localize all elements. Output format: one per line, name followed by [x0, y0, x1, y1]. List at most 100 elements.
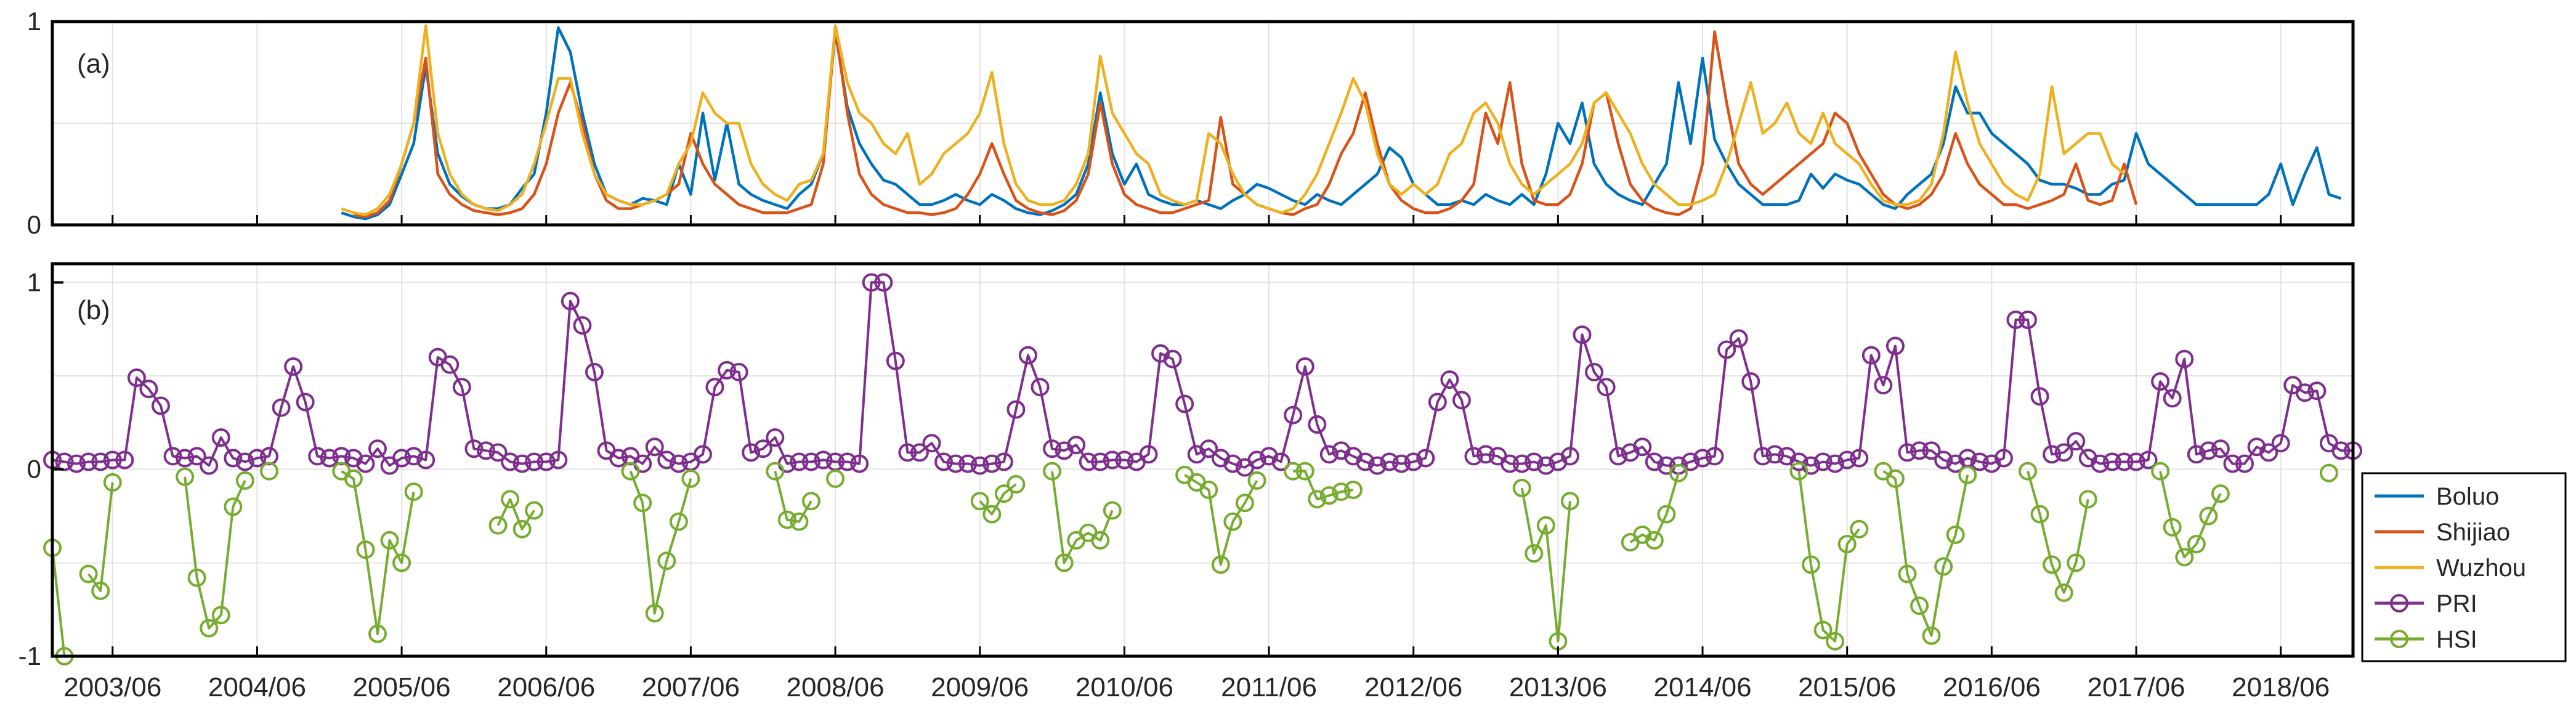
series-pri-point	[1356, 452, 1375, 471]
series-hsi-point	[1802, 555, 1821, 574]
series-pri-point	[488, 443, 508, 462]
series-hsi-point	[1055, 553, 1074, 572]
series-hsi-point	[2151, 462, 2170, 481]
series-hsi-point	[1669, 463, 1688, 482]
series-pri-point	[1464, 447, 1483, 466]
legend-swatch-marker	[2390, 630, 2408, 648]
panel-b-y-tick-label: -1	[18, 641, 41, 670]
series-pri-point	[970, 456, 989, 475]
series-hsi-line	[496, 498, 535, 531]
series-hsi-point	[344, 469, 363, 488]
series-pri-point	[1512, 454, 1531, 473]
series-pri-point	[1560, 447, 1579, 466]
series-pri-point	[1934, 450, 1953, 470]
series-hsi-point	[79, 564, 98, 584]
series-pri-point	[2223, 454, 2242, 473]
series-pri-point	[801, 452, 820, 471]
series-pri-point	[151, 396, 170, 415]
series-hsi-point	[1295, 462, 1314, 481]
series-hsi-point	[790, 512, 809, 531]
series-pri-point	[657, 450, 676, 470]
series-hsi-point	[777, 510, 796, 529]
series-pri-point	[1837, 450, 1857, 470]
series-hsi-point	[2043, 555, 2062, 574]
series-pri-point	[2139, 450, 2158, 470]
series-hsi-point	[103, 473, 122, 492]
series-pri-point	[549, 450, 568, 470]
series-pri-point	[1994, 449, 2013, 468]
series-hsi-point	[380, 531, 399, 550]
panel-b-series	[43, 273, 2362, 665]
series-pri-point	[1308, 415, 1327, 434]
series-pri-point	[2331, 441, 2351, 460]
series-hsi-point	[1946, 525, 1965, 544]
series-hsi-point	[2187, 535, 2206, 553]
series-hsi-point	[501, 490, 520, 509]
series-hsi-line	[774, 471, 812, 523]
series-pri-point	[2163, 389, 2182, 408]
series-hsi-point	[1657, 505, 1676, 524]
series-pri-point	[1789, 452, 1808, 471]
x-tick-label: 2013/06	[1509, 672, 1607, 702]
series-hsi-point	[669, 512, 688, 531]
series-hsi-point	[1091, 531, 1110, 550]
series-hsi-point	[211, 606, 230, 625]
series-hsi-point	[1813, 620, 1833, 640]
series-hsi-point	[2211, 484, 2230, 503]
series-hsi-point	[404, 482, 423, 502]
series-hsi-line	[1293, 470, 1354, 501]
series-pri-point	[1271, 452, 1290, 471]
series-hsi-point	[982, 505, 1002, 524]
series-hsi-line	[1520, 487, 1571, 643]
series-hsi-point	[1837, 535, 1857, 553]
series-pri-point	[1729, 329, 1748, 348]
series-hsi-point	[1789, 462, 1808, 481]
series-hsi-point	[1898, 564, 1917, 584]
series-hsi-point	[2199, 506, 2218, 526]
series-pri-point	[886, 351, 905, 370]
legend: Boluo Shijiao Wuzhou PRI HSI	[2361, 472, 2567, 662]
series-hsi-point	[368, 624, 387, 643]
series-pri-point	[729, 362, 748, 381]
series-hsi-point	[2319, 463, 2338, 482]
series-pri-point	[2030, 387, 2049, 406]
panel-b-y-ticks: -1 0 1	[18, 267, 2282, 670]
series-pri-point	[645, 437, 664, 457]
series-pri-point	[1199, 439, 1218, 458]
series-pri-point	[2102, 452, 2121, 471]
series-pri-point	[139, 380, 158, 399]
series-pri-point	[356, 454, 375, 473]
series-pri-point	[224, 449, 243, 468]
panel-a-chart: 01 (a)	[27, 7, 2355, 239]
series-pri-point	[404, 447, 423, 466]
series-pri-point	[585, 362, 604, 381]
series-hsi-point	[2067, 553, 2086, 572]
series-hsi-point	[994, 484, 1013, 503]
series-hsi-line	[1882, 470, 1969, 637]
series-hsi-point	[1922, 626, 1941, 645]
series-pri	[43, 273, 2362, 477]
series-pri-point	[1573, 325, 1592, 344]
series-pri-point	[1368, 456, 1387, 475]
series-pri-point	[79, 452, 98, 471]
series-hsi-point	[1885, 469, 1905, 488]
series-hsi-line	[1184, 474, 1258, 566]
panel-a-y-ticks: 01	[27, 7, 2282, 239]
series-pri-point	[1753, 447, 1772, 466]
panel-b-chart: -1 0 1 (b)	[18, 262, 2362, 670]
series-pri-point	[1428, 393, 1447, 412]
series-pri-point	[1247, 450, 1266, 470]
series-pri-point	[1717, 340, 1736, 359]
series-hsi-point	[187, 568, 206, 587]
series-hsi-point	[1343, 481, 1363, 500]
series-pri-point	[67, 454, 86, 473]
series-pri-point	[1079, 452, 1098, 471]
series-pri-point	[200, 456, 219, 475]
series-pri-point	[501, 452, 520, 471]
legend-item-wuzhou: Wuzhou	[2375, 555, 2526, 582]
legend-item-boluo: Boluo	[2375, 483, 2499, 510]
legend-swatch-marker	[2390, 594, 2408, 612]
series-pri-point	[1295, 357, 1314, 376]
series-hsi-point	[235, 471, 254, 490]
